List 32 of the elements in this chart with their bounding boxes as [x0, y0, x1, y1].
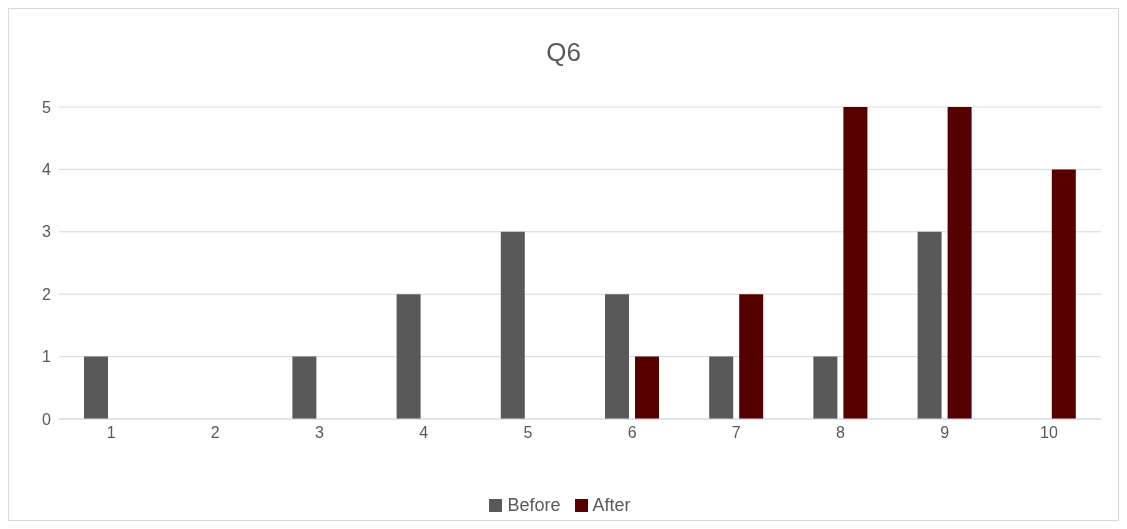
y-tick-label: 4: [42, 161, 52, 179]
bar: [917, 231, 942, 419]
x-tick-label: 4: [419, 424, 429, 442]
bar: [813, 356, 838, 419]
bar: [635, 356, 659, 419]
y-tick-label: 1: [42, 348, 52, 366]
y-tick-label: 2: [42, 285, 52, 303]
x-tick-label: 2: [210, 424, 220, 442]
bar: [292, 356, 317, 419]
bar: [739, 294, 764, 419]
x-tick-label: 1: [106, 424, 116, 442]
bar: [709, 356, 734, 419]
legend-label: After: [591, 495, 631, 516]
bar: [843, 107, 868, 419]
y-tick-label: 5: [42, 98, 52, 116]
bar: [1051, 169, 1076, 419]
x-tick-label: 9: [940, 424, 950, 442]
chart-title: Q6: [545, 37, 582, 68]
y-tick-label: 0: [42, 410, 52, 428]
legend-label: Before: [506, 495, 561, 516]
y-tick-label: 3: [42, 223, 52, 241]
bar: [947, 107, 972, 419]
x-tick-label: 3: [315, 424, 325, 442]
x-tick-label: 5: [523, 424, 533, 442]
x-tick-label: 8: [836, 424, 846, 442]
x-tick-label: 7: [731, 424, 741, 442]
x-tick-label: 10: [1040, 424, 1058, 442]
bar: [84, 356, 108, 419]
bar: [500, 231, 525, 419]
bar: [396, 294, 421, 419]
x-tick-label: 6: [627, 424, 637, 442]
bar: [605, 294, 629, 419]
